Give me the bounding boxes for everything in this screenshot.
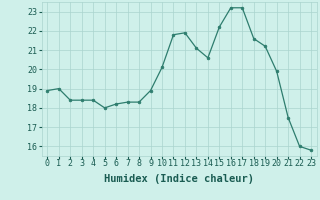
X-axis label: Humidex (Indice chaleur): Humidex (Indice chaleur) [104,174,254,184]
